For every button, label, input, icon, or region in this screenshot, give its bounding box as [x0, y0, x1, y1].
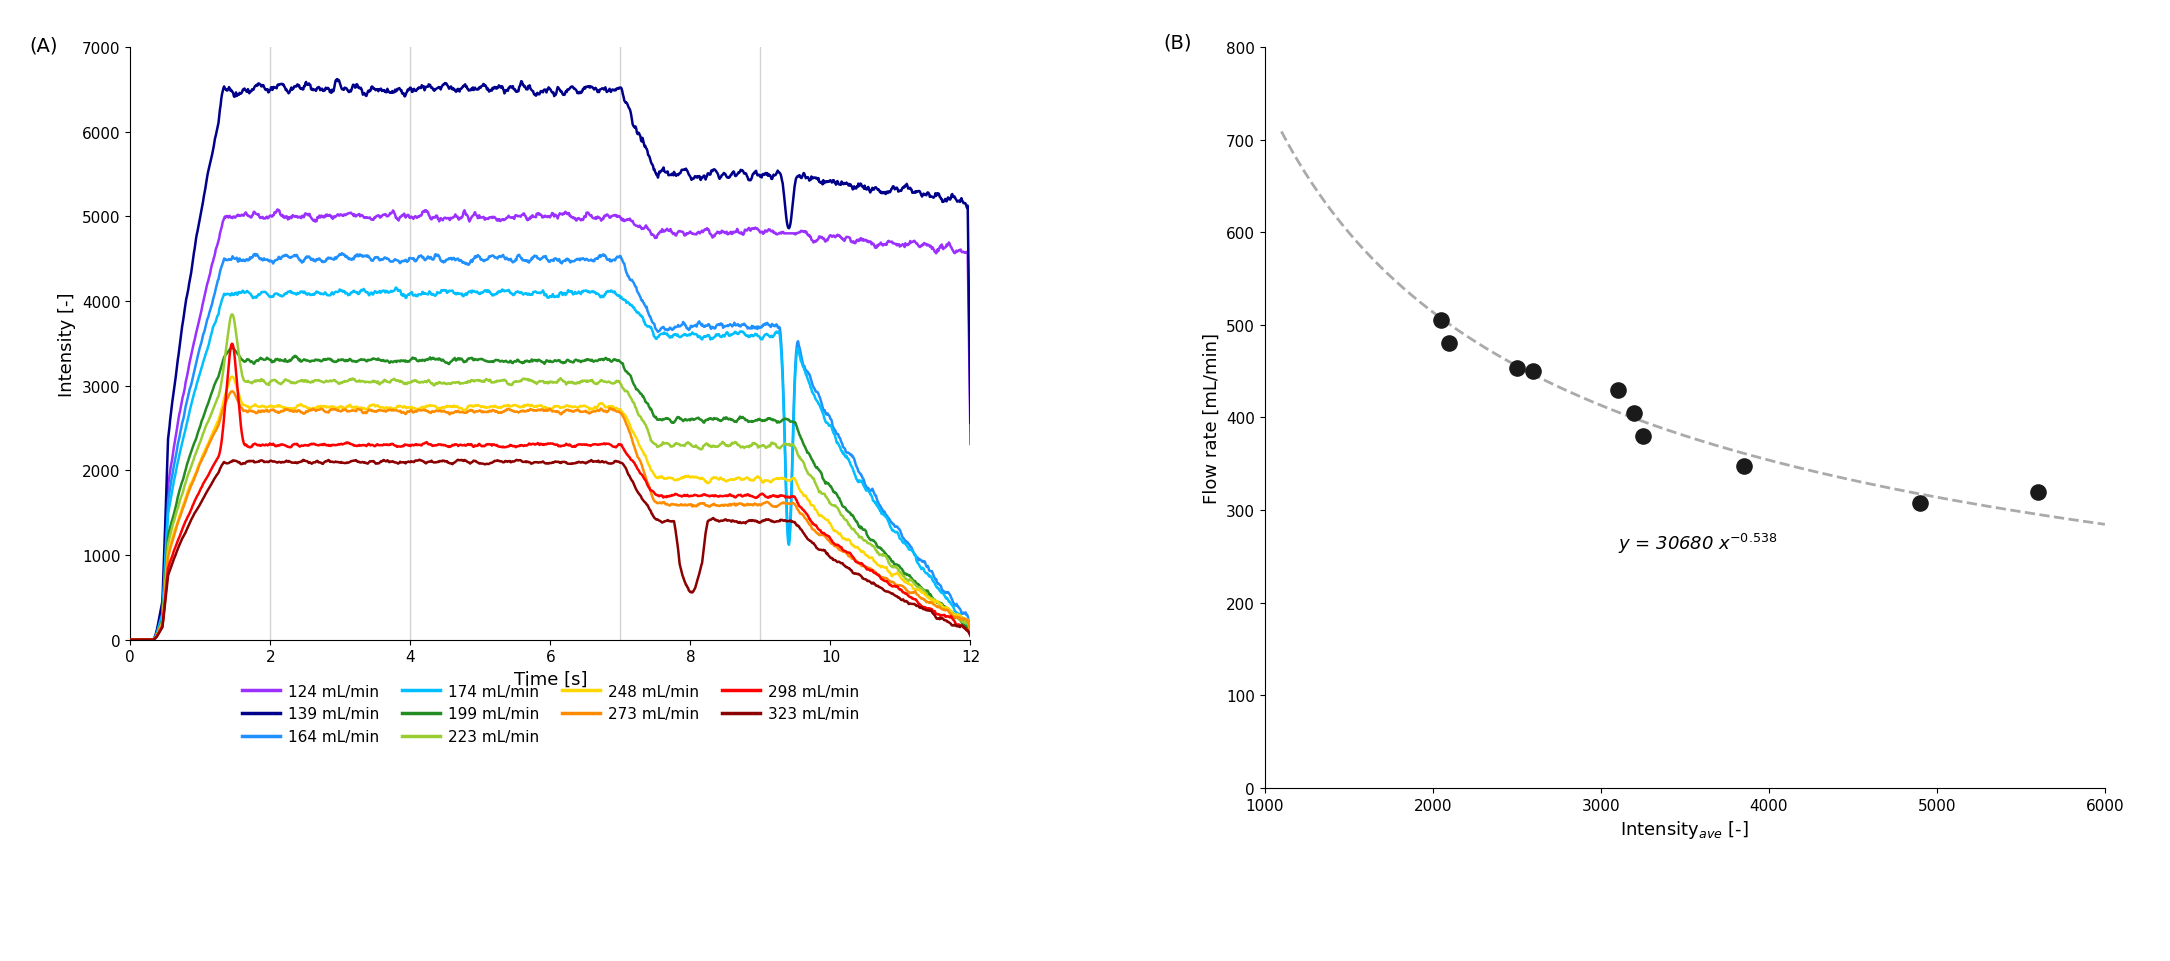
Point [1517, 364, 1552, 380]
Text: y = 30680 x$^{-0.538}$: y = 30680 x$^{-0.538}$ [1617, 530, 1777, 554]
Point [1617, 406, 1651, 421]
Point [1424, 313, 1458, 329]
Point [2020, 484, 2055, 500]
Legend: 124 mL/min, 139 mL/min, 164 mL/min, 174 mL/min, 199 mL/min, 223 mL/min, 248 mL/m: 124 mL/min, 139 mL/min, 164 mL/min, 174 … [237, 678, 866, 751]
X-axis label: Time [s]: Time [s] [514, 670, 588, 688]
Point [1625, 429, 1660, 444]
Point [1499, 361, 1534, 377]
Point [1725, 458, 1760, 474]
Text: (A): (A) [30, 37, 59, 55]
Point [1599, 382, 1634, 398]
Text: (B): (B) [1163, 34, 1191, 52]
Y-axis label: Flow rate [mL/min]: Flow rate [mL/min] [1202, 333, 1220, 504]
Y-axis label: Intensity [-]: Intensity [-] [59, 292, 76, 396]
X-axis label: Intensity$_{ave}$ [-]: Intensity$_{ave}$ [-] [1621, 818, 1749, 840]
Point [1903, 496, 1938, 511]
Point [1432, 336, 1467, 352]
